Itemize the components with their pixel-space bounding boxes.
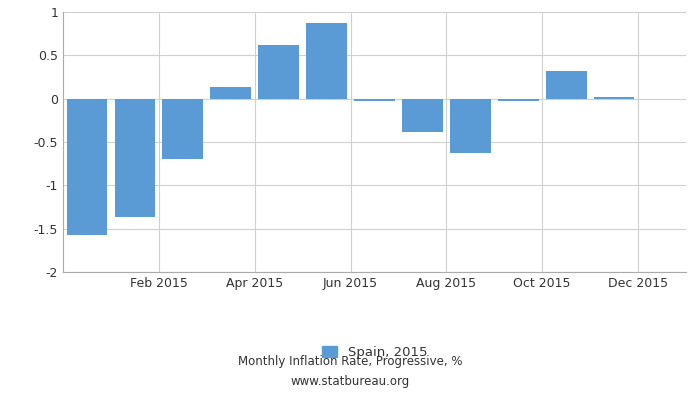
Bar bbox=[115, 99, 155, 217]
Bar bbox=[594, 97, 634, 99]
Bar bbox=[258, 45, 299, 99]
Text: Monthly Inflation Rate, Progressive, %: Monthly Inflation Rate, Progressive, % bbox=[238, 356, 462, 368]
Bar bbox=[354, 99, 395, 101]
Bar bbox=[162, 99, 203, 159]
Bar bbox=[450, 99, 491, 153]
Bar bbox=[498, 99, 538, 101]
Legend: Spain, 2015: Spain, 2015 bbox=[316, 341, 433, 364]
Bar bbox=[66, 99, 107, 235]
Bar bbox=[402, 99, 443, 132]
Bar bbox=[306, 23, 347, 99]
Bar bbox=[211, 87, 251, 99]
Bar bbox=[546, 71, 587, 99]
Text: www.statbureau.org: www.statbureau.org bbox=[290, 376, 410, 388]
